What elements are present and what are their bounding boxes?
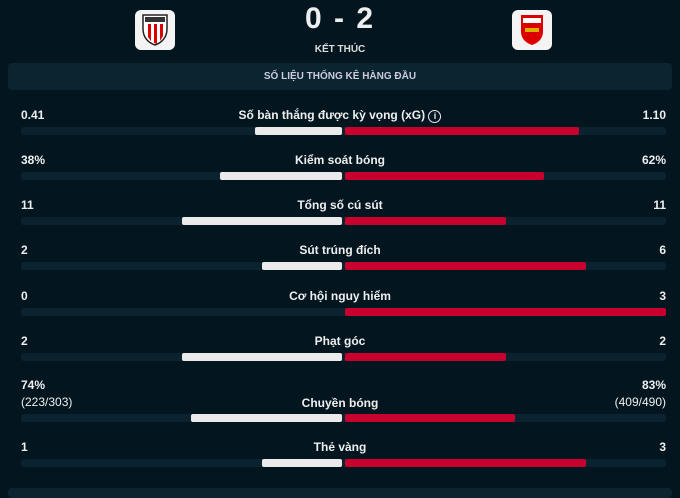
home-stat-bar [181, 217, 342, 225]
stat-label: Số bàn thắng được kỳ vọng (xG) i [0, 108, 680, 123]
stat-bar-track [21, 127, 666, 135]
home-stat-bar [261, 262, 342, 270]
stat-bar-track [21, 217, 666, 225]
arsenal-crest-icon [521, 15, 543, 45]
stat-label: Thẻ vàng [0, 440, 680, 454]
stat-bar-track [21, 262, 666, 270]
away-stat-value: 11 [653, 198, 666, 212]
away-stat-bar [345, 353, 506, 361]
home-stat-value: 2 [21, 334, 28, 348]
stat-label-text: Phạt góc [314, 334, 366, 348]
stat-bar-track [21, 459, 666, 467]
away-stat-bar [345, 172, 545, 180]
stat-label: Cơ hội nguy hiểm [0, 289, 680, 303]
athletic-club-crest-icon [142, 14, 168, 46]
home-stat-value: 38% [21, 153, 46, 167]
home-stat-bar [254, 127, 342, 135]
home-stat-bar [261, 459, 342, 467]
away-stat-value: 1.10 [642, 108, 666, 122]
away-stat-detail: (409/490) [614, 395, 666, 409]
stat-bar-track [21, 308, 666, 316]
stat-label-text: Kiểm soát bóng [294, 153, 385, 167]
info-icon[interactable]: i [428, 110, 442, 123]
away-stat-value: 62% [641, 153, 666, 167]
stat-bar-track [21, 414, 666, 422]
home-stat-bar [181, 353, 342, 361]
home-stat-bar [190, 414, 342, 422]
stat-label: Phạt góc [0, 334, 680, 348]
match-score: 0 - 2 [304, 2, 376, 35]
stat-label-text: Cơ hội nguy hiểm [289, 289, 391, 303]
away-team-logo[interactable] [512, 10, 552, 50]
stat-bar-track [21, 172, 666, 180]
away-stat-value: 3 [659, 440, 666, 454]
stat-label: Kiểm soát bóng [0, 153, 680, 167]
away-stat-bar [345, 217, 506, 225]
stat-bar-track [21, 353, 666, 361]
match-status: KẾT THÚC [314, 44, 366, 55]
stat-label-text: Chuyền bóng [301, 396, 379, 410]
home-stat-value: 0 [21, 289, 28, 303]
away-stat-value: 3 [659, 289, 666, 303]
stat-label-text: Sút trúng đích [299, 243, 381, 257]
home-stat-value: 2 [21, 243, 28, 257]
home-stat-detail: (223/303) [21, 395, 73, 409]
bottom-panel [8, 488, 672, 498]
away-stat-value: 6 [659, 243, 666, 257]
away-stat-bar [345, 459, 586, 467]
stat-label-text: Số bàn thắng được kỳ vọng (xG) [238, 108, 426, 122]
away-stat-value: 83% [641, 378, 666, 392]
stat-label: Chuyền bóng [0, 396, 680, 410]
away-stat-bar [345, 262, 586, 270]
stat-label-text: Thẻ vàng [313, 440, 367, 454]
stat-label: Sút trúng đích [0, 243, 680, 257]
away-stat-value: 2 [659, 334, 666, 348]
home-stat-value: 74% [21, 378, 46, 392]
away-stat-bar [345, 414, 515, 422]
stat-label: Tổng số cú sút [0, 198, 680, 212]
home-stat-value: 11 [21, 198, 34, 212]
home-team-logo[interactable] [135, 10, 175, 50]
away-stat-bar [345, 127, 579, 135]
section-title: SỐ LIỆU THỐNG KÊ HÀNG ĐẦU [8, 63, 672, 90]
away-stat-bar [345, 308, 666, 316]
home-stat-value: 0.41 [21, 108, 45, 122]
stat-label-text: Tổng số cú sút [297, 198, 383, 212]
home-stat-value: 1 [21, 440, 28, 454]
home-stat-bar [220, 172, 342, 180]
